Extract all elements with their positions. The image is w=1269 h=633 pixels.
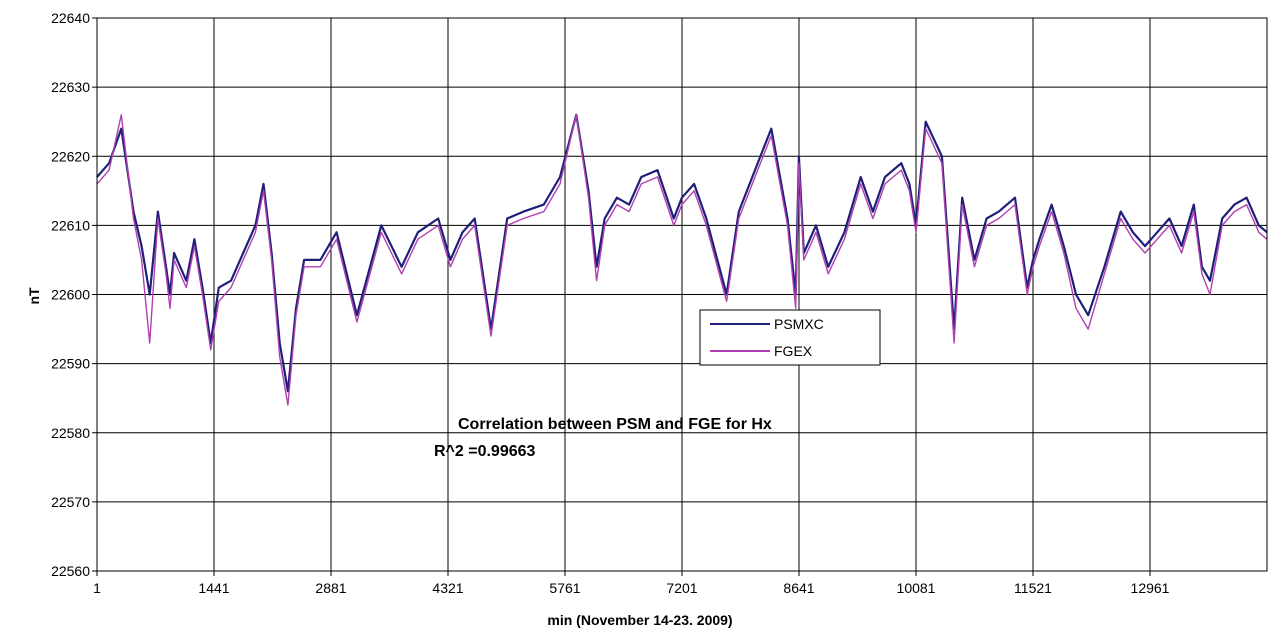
y-tick-label: 22620 [51,148,90,164]
y-tick-label: 22640 [51,10,90,26]
y-tick-labels: 22560 22570 22580 22590 22600 22610 22620 22630… [51,10,90,579]
y-tick-label: 22570 [51,494,90,510]
y-tick-label: 22630 [51,79,90,95]
x-tick-label: 1441 [198,580,229,596]
series-line-psmxc [96,113,1268,393]
y-tick-label: 22590 [51,356,90,372]
x-axis-title: min (November 14-23. 2009) [547,612,732,628]
r-squared-label: R^2 =0.99663 [434,443,536,460]
plot-frame [96,17,1268,572]
legend-label-fgex: FGEX [774,343,813,359]
legend-box [699,309,881,366]
y-tick-label: 22610 [51,217,90,233]
legend-label-psmxc: PSMXC [774,316,824,332]
x-tick-label: 4321 [432,580,463,596]
series-line-fgex [96,114,1268,406]
series-lines [96,113,1268,406]
x-tick-label: 7201 [666,580,697,596]
x-tick-label: 11521 [1014,580,1052,596]
y-tick-label: 22600 [51,287,90,303]
legend: PSMXC FGEX [699,309,881,366]
x-tick-labels: 1 1441 2881 4321 5761 7201 8641 10081 11521 12961 [93,580,1170,596]
x-tick-label: 2881 [315,580,346,596]
grid-lines [92,17,1267,576]
correlation-title: Correlation between PSM and FGE for Hx [458,416,772,433]
y-axis-title: nT [26,287,42,305]
x-tick-label: 5761 [549,580,580,596]
x-tick-label: 10081 [897,580,936,596]
x-tick-label: 1 [93,580,101,596]
y-tick-label: 22580 [51,425,90,441]
y-tick-label: 22560 [51,563,90,579]
x-tick-label: 12961 [1131,580,1170,596]
x-tick-label: 8641 [783,580,814,596]
